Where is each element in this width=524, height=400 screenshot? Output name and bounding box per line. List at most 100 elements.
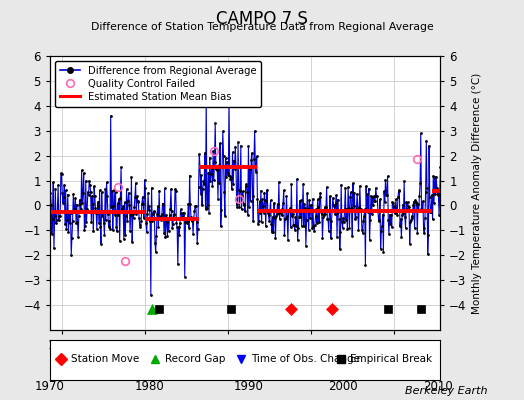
Point (382, 191, 390, 198)
Point (156, 216, 164, 222)
Point (353, 190, 361, 197)
Point (164, 215, 172, 221)
Point (431, 174, 439, 180)
Point (345, 224, 354, 231)
Point (315, 218, 323, 225)
Point (340, 219, 348, 226)
Point (203, 202, 212, 208)
Point (80, 227, 89, 233)
Point (48, 230, 56, 237)
Point (229, 181, 237, 187)
Point (422, 138, 431, 144)
Point (48, 215, 57, 222)
Point (256, 210, 265, 216)
Point (306, 215, 314, 222)
Point (113, 200, 122, 206)
Point (267, 220, 276, 227)
Point (154, 203, 162, 210)
Point (257, 188, 265, 194)
Point (163, 233, 172, 240)
Point (421, 215, 429, 222)
Point (395, 188, 403, 195)
Point (427, 209, 435, 216)
Point (186, 201, 194, 207)
Point (312, 206, 321, 212)
Point (412, 200, 421, 207)
Point (93, 203, 102, 209)
Point (318, 235, 326, 242)
Point (328, 207, 336, 214)
Point (196, 164, 204, 170)
Point (203, 205, 211, 211)
Point (156, 213, 165, 220)
Point (410, 198, 418, 205)
Point (84, 189, 92, 195)
Point (425, 142, 433, 149)
Point (65, 208, 73, 215)
Point (296, 197, 304, 204)
Point (146, 218, 155, 224)
Point (404, 203, 412, 210)
Point (337, 218, 346, 225)
Point (417, 130, 425, 136)
Text: 1990: 1990 (234, 380, 264, 393)
Point (67, 251, 75, 258)
Point (346, 194, 354, 200)
Point (254, 220, 263, 227)
Point (326, 193, 334, 199)
Point (185, 172, 194, 179)
Point (295, 214, 303, 220)
Point (292, 222, 300, 229)
Point (326, 235, 335, 241)
Text: 1980: 1980 (135, 380, 164, 393)
Point (240, 200, 248, 207)
Point (354, 227, 363, 234)
Point (373, 192, 381, 199)
Point (143, 229, 151, 235)
Point (182, 216, 190, 222)
Point (310, 228, 319, 234)
Legend: Difference from Regional Average, Quality Control Failed, Estimated Station Mean: Difference from Regional Average, Qualit… (55, 61, 261, 107)
Point (385, 231, 393, 237)
Point (58, 190, 67, 196)
Point (301, 204, 309, 211)
Point (274, 210, 282, 216)
Point (400, 178, 408, 184)
Point (389, 208, 398, 214)
Point (347, 205, 356, 212)
Point (114, 212, 123, 218)
Point (396, 223, 404, 230)
Point (412, 199, 420, 205)
Point (293, 176, 301, 182)
Point (427, 209, 435, 215)
Point (181, 274, 189, 280)
Point (68, 235, 76, 241)
Point (121, 232, 129, 238)
Point (104, 211, 112, 218)
Point (266, 197, 275, 204)
Point (119, 236, 128, 242)
Point (53, 208, 62, 214)
Point (369, 202, 377, 208)
Point (56, 213, 64, 220)
Point (188, 215, 196, 222)
Point (325, 208, 334, 214)
Point (160, 230, 168, 237)
Point (149, 209, 158, 215)
Point (367, 210, 376, 217)
Point (332, 192, 341, 198)
Point (330, 203, 339, 209)
Point (386, 211, 394, 218)
Point (323, 216, 332, 222)
Point (250, 156, 258, 162)
Point (69, 191, 78, 197)
Point (89, 228, 97, 234)
Point (162, 212, 170, 218)
Point (319, 214, 328, 220)
Point (129, 210, 137, 217)
Point (318, 211, 326, 218)
Point (220, 188, 228, 195)
Point (242, 183, 250, 190)
Point (423, 184, 431, 191)
Point (390, 203, 399, 209)
